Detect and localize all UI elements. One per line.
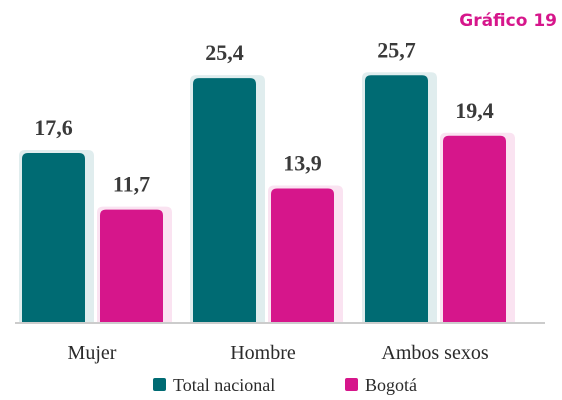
x-tick-label: Hombre [230, 342, 296, 364]
value-label: 25,7 [377, 37, 416, 62]
legend-swatch [345, 378, 358, 391]
legend-label: Bogotá [365, 375, 417, 395]
value-label: 17,6 [34, 115, 73, 140]
bar [271, 188, 334, 322]
chart-title: Gráfico 19 [459, 11, 557, 31]
value-label: 13,9 [283, 151, 322, 176]
legend-label: Total nacional [173, 375, 275, 395]
bar [22, 153, 85, 322]
bar [365, 75, 428, 322]
legend-swatch [153, 378, 166, 391]
bar [100, 209, 163, 322]
x-tick-label: Mujer [68, 342, 117, 364]
value-label: 25,4 [205, 40, 244, 65]
x-tick-label: Ambos sexos [381, 342, 488, 364]
value-label: 19,4 [455, 98, 494, 123]
value-label: 11,7 [113, 172, 150, 197]
bar [193, 78, 256, 322]
bar [443, 135, 506, 322]
